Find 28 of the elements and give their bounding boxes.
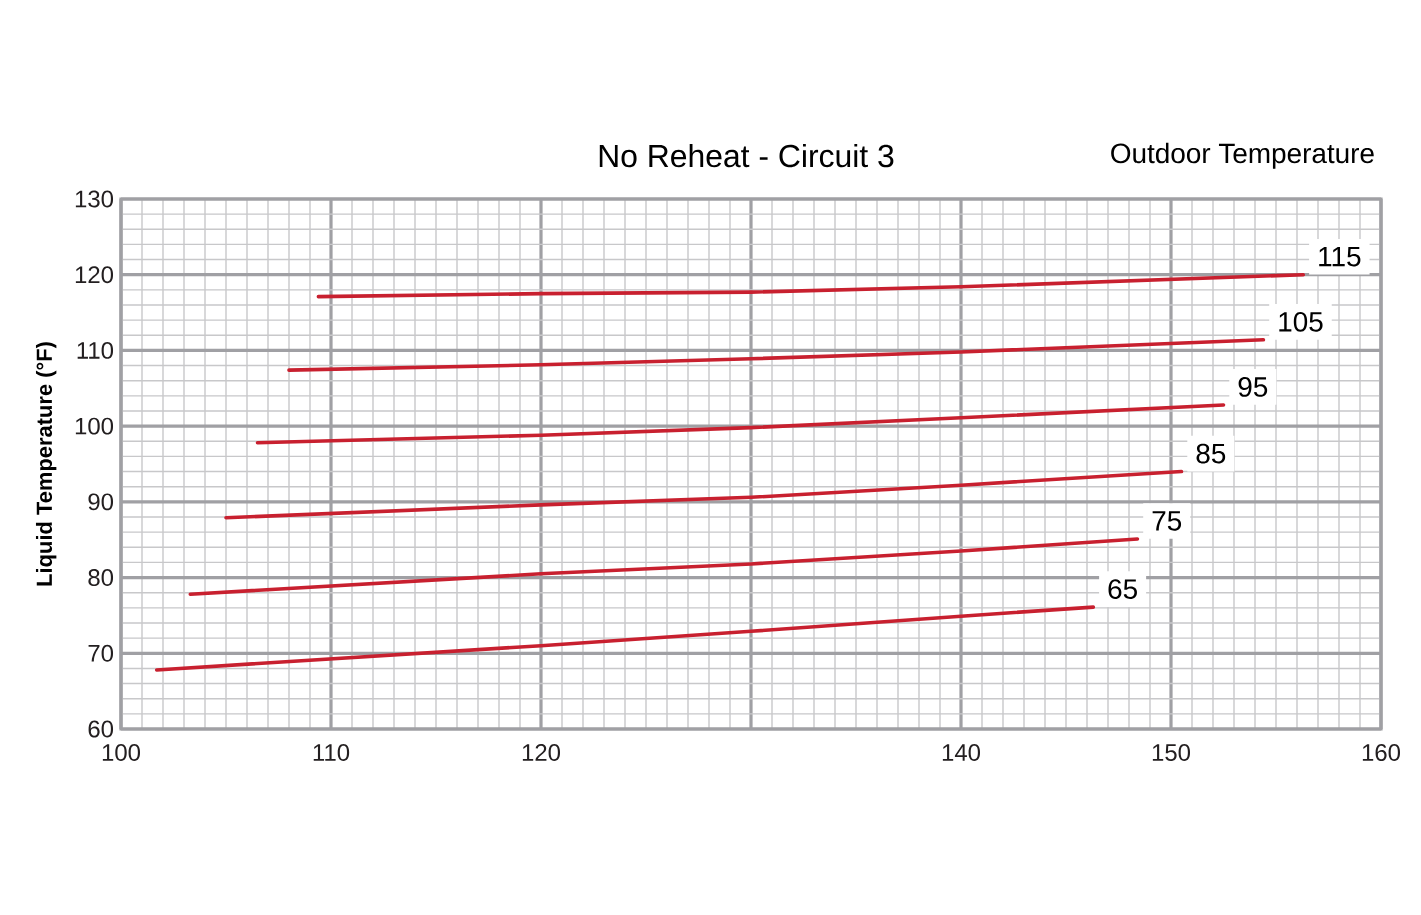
legend-title: Outdoor Temperature — [1111, 142, 1374, 169]
series-label: 65 — [1108, 579, 1137, 599]
x-tick-label: 110 — [313, 744, 350, 761]
line-series — [188, 537, 1140, 597]
series-label: 115 — [1319, 246, 1361, 267]
line-series — [287, 338, 1266, 372]
series-label: 95 — [1238, 377, 1268, 397]
y-tick-label: 120 — [75, 266, 114, 284]
x-tick-label: 100 — [102, 744, 141, 761]
x-tick-label: 160 — [1362, 744, 1401, 761]
chart-title: No Reheat - Circuit 3 — [599, 143, 894, 168]
y-tick-label: 110 — [77, 341, 114, 359]
series-label: 105 — [1279, 311, 1323, 332]
x-tick-label: 150 — [1152, 744, 1191, 761]
line-series — [316, 272, 1306, 299]
series-label: 85 — [1196, 443, 1226, 464]
y-axis-title: Liquid Temperature (°F) — [35, 342, 57, 586]
y-tick-label: 100 — [75, 417, 114, 435]
y-tick-label: 60 — [88, 720, 114, 738]
y-tick-label: 90 — [88, 493, 114, 511]
y-tick-label: 70 — [88, 644, 114, 662]
x-tick-label: 140 — [942, 744, 981, 761]
line-series — [154, 605, 1096, 672]
line-series — [255, 403, 1226, 445]
y-tick-label: 80 — [88, 569, 114, 587]
x-tick-label: 120 — [522, 744, 561, 761]
series-label: 75 — [1152, 511, 1182, 531]
y-tick-label: 130 — [75, 190, 114, 208]
